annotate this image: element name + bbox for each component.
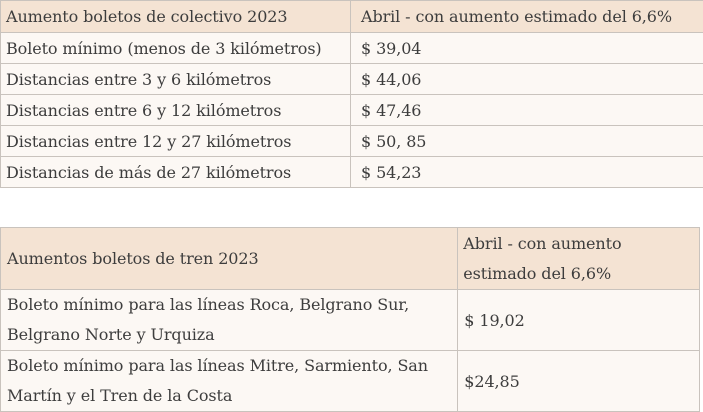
fare-price: $ 47,46: [351, 95, 703, 126]
header-cell: Abril - con aumento estimado del 6,6%: [351, 1, 703, 33]
fare-description: Distancias de más de 27 kilómetros: [1, 157, 351, 188]
fare-price: $ 44,06: [351, 64, 703, 95]
fare-price: $ 50, 85: [351, 126, 703, 157]
table-row: Distancias entre 6 y 12 kilómetros $ 47,…: [1, 95, 703, 126]
header-cell: Abril - con aumento estimado del 6,6%: [458, 228, 700, 290]
fare-description: Distancias entre 12 y 27 kilómetros: [1, 126, 351, 157]
fare-description: Boleto mínimo para las líneas Mitre, Sar…: [1, 351, 458, 412]
fare-price: $ 54,23: [351, 157, 703, 188]
fare-description: Distancias entre 6 y 12 kilómetros: [1, 95, 351, 126]
bus-fare-table: Aumento boletos de colectivo 2023 Abril …: [0, 0, 703, 188]
fare-description: Distancias entre 3 y 6 kilómetros: [1, 64, 351, 95]
train-fare-table: Aumentos boletos de tren 2023 Abril - co…: [0, 227, 700, 412]
table-header-row: Aumentos boletos de tren 2023 Abril - co…: [1, 228, 700, 290]
table-row: Distancias de más de 27 kilómetros $ 54,…: [1, 157, 703, 188]
table-row: Distancias entre 12 y 27 kilómetros $ 50…: [1, 126, 703, 157]
fare-price: $ 19,02: [458, 290, 700, 351]
table-header-row: Aumento boletos de colectivo 2023 Abril …: [1, 1, 703, 33]
header-cell: Aumentos boletos de tren 2023: [1, 228, 458, 290]
fare-description: Boleto mínimo para las líneas Roca, Belg…: [1, 290, 458, 351]
header-cell: Aumento boletos de colectivo 2023: [1, 1, 351, 33]
table-row: Boleto mínimo para las líneas Roca, Belg…: [1, 290, 700, 351]
table-row: Boleto mínimo para las líneas Mitre, Sar…: [1, 351, 700, 412]
table-row: Distancias entre 3 y 6 kilómetros $ 44,0…: [1, 64, 703, 95]
table-row: Boleto mínimo (menos de 3 kilómetros) $ …: [1, 33, 703, 64]
fare-price: $ 39,04: [351, 33, 703, 64]
fare-price: $24,85: [458, 351, 700, 412]
fare-description: Boleto mínimo (menos de 3 kilómetros): [1, 33, 351, 64]
